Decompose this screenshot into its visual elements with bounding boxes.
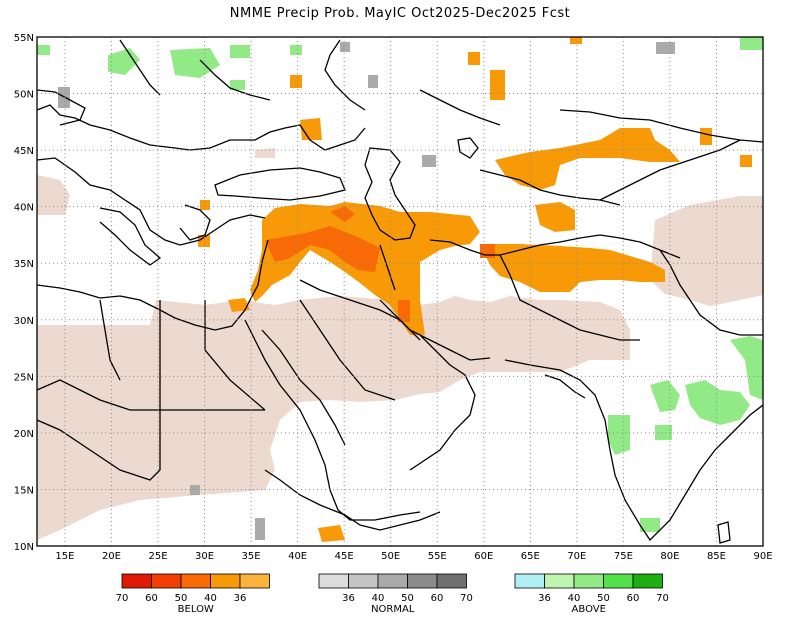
latitude-tick-label: 45N: [14, 146, 34, 157]
legend-swatch: [180, 573, 211, 589]
longitude-tick-label: 45E: [335, 551, 354, 562]
longitude-tick-label: 35E: [242, 551, 261, 562]
latitude-tick-label: 55N: [14, 33, 34, 44]
legend-value-label: 60: [627, 593, 640, 604]
legend-below: 70 60 50 40 36 BELOW: [116, 573, 270, 615]
map-frame: [36, 36, 764, 547]
latitude-tick-label: 20N: [14, 429, 34, 440]
legend-value-label: 70: [656, 593, 669, 604]
dry-season-mask: [37, 148, 763, 540]
latitude-tick-label: 25N: [14, 372, 34, 383]
legend-value-label: 50: [175, 593, 188, 604]
legend-swatch: [151, 573, 182, 589]
legend-swatch: [348, 573, 379, 589]
latitude-tick-label: 10N: [14, 542, 34, 553]
longitude-tick-label: 25E: [148, 551, 167, 562]
longitude-tick-label: 70E: [567, 551, 586, 562]
longitude-tick-label: 50E: [381, 551, 400, 562]
legend-swatch: [544, 573, 575, 589]
legend-value-label: 70: [116, 593, 129, 604]
lat-lon-grid: [37, 37, 763, 546]
latitude-labels: 55N 50N 45N 40N 35N 30N 25N 20N 15N 10N: [14, 33, 34, 553]
legend-category-title: NORMAL: [371, 604, 415, 615]
longitude-labels: 15E 20E 25E 30E 35E 40E 45E 50E 55E 60E 65E 70E 75E 8…: [55, 551, 772, 562]
legend-swatch: [318, 573, 349, 589]
legend-above: 36 40 50 60 70 ABOVE: [514, 573, 669, 615]
legend-value-label: 70: [460, 593, 473, 604]
latitude-tick-label: 50N: [14, 90, 34, 101]
map-title: NMME Precip Prob. MayIC Oct2025-Dec2025 …: [229, 6, 571, 21]
legend-value-label: 40: [204, 593, 217, 604]
legend-value-label: 50: [597, 593, 610, 604]
latitude-tick-label: 35N: [14, 259, 34, 270]
near-normal-shading: [58, 42, 675, 540]
legend-swatch: [514, 573, 545, 589]
latitude-tick-label: 30N: [14, 316, 34, 327]
longitude-tick-label: 80E: [660, 551, 679, 562]
legend-value-label: 60: [431, 593, 444, 604]
legend-value-label: 40: [372, 593, 385, 604]
legend-swatch: [407, 573, 438, 589]
legend-swatch: [210, 573, 241, 589]
longitude-tick-label: 20E: [102, 551, 121, 562]
legend-value-label: 50: [401, 593, 414, 604]
legend-value-label: 36: [538, 593, 551, 604]
legend-category-title: ABOVE: [572, 604, 606, 615]
longitude-tick-label: 85E: [707, 551, 726, 562]
legend-swatch: [377, 573, 408, 589]
legend-swatch: [239, 573, 270, 589]
longitude-tick-label: 40E: [288, 551, 307, 562]
legend-value-label: 60: [145, 593, 158, 604]
longitude-tick-label: 15E: [55, 551, 74, 562]
legend-swatch: [436, 573, 467, 589]
legend-category-title: BELOW: [178, 604, 214, 615]
coastlines: [37, 39, 763, 544]
probability-shading: [37, 37, 763, 542]
latitude-tick-label: 15N: [14, 485, 34, 496]
legend-value-label: 36: [234, 593, 247, 604]
legend-normal: 36 40 50 60 70 NORMAL: [318, 573, 473, 615]
longitude-tick-label: 55E: [428, 551, 447, 562]
longitude-tick-label: 60E: [474, 551, 493, 562]
longitude-tick-label: 75E: [614, 551, 633, 562]
legend-value-label: 36: [342, 593, 355, 604]
latitude-tick-label: 40N: [14, 203, 34, 214]
legend-swatch: [632, 573, 663, 589]
legend-swatch: [573, 573, 604, 589]
above-normal-shading: [37, 37, 763, 532]
legend-swatch: [603, 573, 634, 589]
longitude-tick-label: 90E: [753, 551, 772, 562]
longitude-tick-label: 30E: [195, 551, 214, 562]
legend-value-label: 40: [568, 593, 581, 604]
legend-swatch: [121, 573, 152, 589]
longitude-tick-label: 65E: [521, 551, 540, 562]
